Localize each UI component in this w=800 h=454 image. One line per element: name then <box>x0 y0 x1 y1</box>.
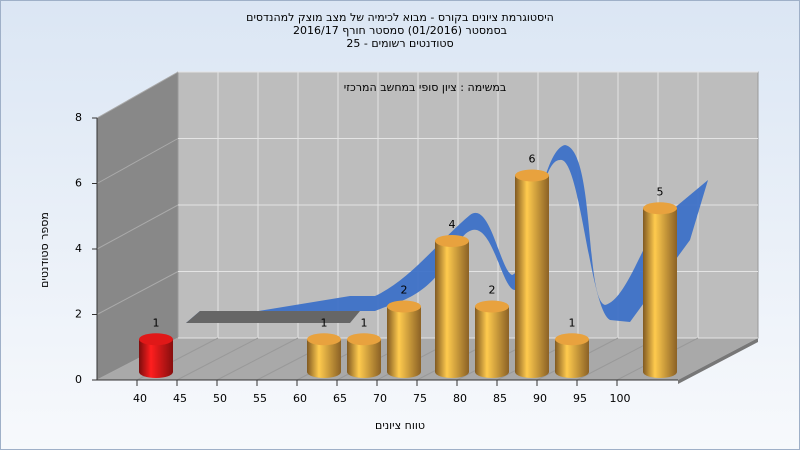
value-label: 1 <box>321 316 328 329</box>
grid-line <box>96 71 179 119</box>
cylinder <box>387 300 421 378</box>
y-tick-label: 4 <box>75 242 82 255</box>
value-label: 2 <box>401 284 408 297</box>
x-axis-label: טווח ציונים <box>375 419 425 432</box>
x-tick-label: 40 <box>133 392 147 405</box>
cylinder <box>139 333 173 378</box>
x-tick-label: 60 <box>293 392 307 405</box>
value-label: 1 <box>361 316 368 329</box>
title-line: היסטוגרמת ציונים בקורס - מבוא לכימיה של … <box>246 11 554 24</box>
value-label: 1 <box>153 316 160 329</box>
bar-top <box>515 169 549 182</box>
cylinder <box>347 333 381 378</box>
x-tick-label: 85 <box>493 392 507 405</box>
floor <box>97 338 758 380</box>
bar <box>139 339 173 378</box>
x-tick-label: 95 <box>573 392 587 405</box>
bar <box>515 175 549 378</box>
value-label: 5 <box>657 185 664 198</box>
x-tick-label: 90 <box>533 392 547 405</box>
x-tick-label: 50 <box>213 392 227 405</box>
bar-top <box>475 300 509 313</box>
x-tick-label: 75 <box>413 392 427 405</box>
left-wall <box>97 72 178 380</box>
cylinder <box>515 169 549 378</box>
x-tick-label: 55 <box>253 392 267 405</box>
cylinder <box>643 202 677 378</box>
grid-line <box>216 337 299 381</box>
cylinder <box>555 333 589 378</box>
y-axis-label: מספר סטודנטים <box>38 212 51 288</box>
bar <box>347 339 381 378</box>
bar-top <box>347 333 381 346</box>
y-tick-label: 8 <box>75 111 82 124</box>
grid-line <box>96 204 179 250</box>
bar <box>435 241 469 378</box>
value-label: 1 <box>569 316 576 329</box>
trend-shadow <box>186 311 360 323</box>
x-tick-label: 70 <box>373 392 387 405</box>
cylinder <box>307 333 341 378</box>
grid-line <box>96 271 179 315</box>
x-tick-label: 100 <box>610 392 631 405</box>
bar <box>387 306 421 378</box>
cylinder <box>475 300 509 378</box>
floor-edge <box>678 338 758 384</box>
grid-line <box>96 138 179 184</box>
bar <box>643 208 677 378</box>
subtitle: במשימה : ציון סופי במחשב המרכזי <box>344 81 507 94</box>
title-line: בסמסטר (01/2016) סמסטר חורף 2016/17 <box>293 24 507 37</box>
x-tick-label: 65 <box>333 392 347 405</box>
y-tick-label: 6 <box>75 177 82 190</box>
bar-top <box>387 300 421 313</box>
bar <box>307 339 341 378</box>
grid-line <box>176 337 259 381</box>
bar-top <box>435 235 469 247</box>
value-label: 6 <box>529 153 536 166</box>
bar-top <box>643 202 677 215</box>
y-tick-label: 0 <box>75 373 82 386</box>
bar-top <box>307 333 341 346</box>
cylinder <box>435 235 469 378</box>
x-tick-label: 80 <box>453 392 467 405</box>
bar-top <box>139 333 173 346</box>
value-label: 2 <box>489 284 496 297</box>
x-tick-label: 45 <box>173 392 187 405</box>
bar <box>555 339 589 378</box>
y-tick-label: 2 <box>75 308 82 321</box>
bar <box>475 306 509 378</box>
value-label: 4 <box>449 218 456 231</box>
trend-ribbon <box>186 145 708 323</box>
bar-top <box>555 333 589 346</box>
title-line: סטודנטים רשומים - 25 <box>346 37 453 50</box>
